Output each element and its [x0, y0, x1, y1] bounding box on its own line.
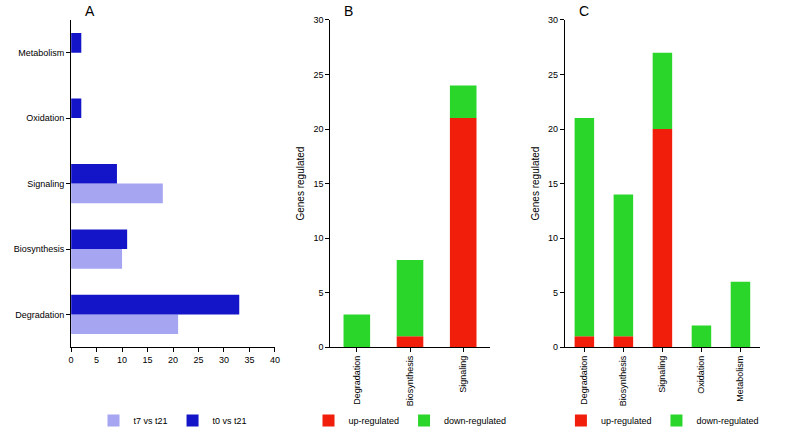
svg-text:Genes regulated: Genes regulated [295, 147, 306, 221]
svg-text:10: 10 [313, 233, 323, 243]
svg-text:A: A [85, 3, 95, 19]
svg-text:10: 10 [117, 355, 127, 365]
svg-text:Oxidation: Oxidation [26, 113, 64, 123]
svg-text:C: C [579, 3, 589, 19]
svg-text:30: 30 [313, 15, 323, 25]
svg-text:Degradation: Degradation [579, 356, 589, 405]
svg-text:25: 25 [548, 70, 558, 80]
svg-text:30: 30 [219, 355, 229, 365]
svg-text:30: 30 [548, 15, 558, 25]
svg-text:t0 vs t21: t0 vs t21 [213, 416, 247, 426]
svg-text:20: 20 [313, 124, 323, 134]
svg-text:15: 15 [548, 179, 558, 189]
svg-text:35: 35 [244, 355, 254, 365]
svg-text:Signaling: Signaling [657, 356, 667, 393]
svg-text:Genes regulated: Genes regulated [530, 147, 541, 221]
svg-text:down-regulated: down-regulated [444, 416, 506, 426]
svg-text:up-regulated: up-regulated [349, 416, 400, 426]
svg-text:5: 5 [318, 288, 323, 298]
svg-text:Biosynthesis: Biosynthesis [405, 355, 415, 406]
svg-text:Biosynthesis: Biosynthesis [618, 355, 628, 406]
svg-text:20: 20 [168, 355, 178, 365]
svg-text:5: 5 [94, 355, 99, 365]
svg-text:Degradation: Degradation [15, 310, 64, 320]
svg-text:Biosynthesis: Biosynthesis [14, 244, 65, 254]
svg-text:Metabolism: Metabolism [735, 356, 745, 402]
svg-text:down-regulated: down-regulated [696, 416, 758, 426]
svg-text:Signaling: Signaling [458, 356, 468, 393]
svg-text:15: 15 [313, 179, 323, 189]
svg-text:t7 vs t21: t7 vs t21 [134, 416, 168, 426]
svg-text:up-regulated: up-regulated [601, 416, 652, 426]
svg-text:20: 20 [548, 124, 558, 134]
svg-text:Degradation: Degradation [352, 356, 362, 405]
svg-text:5: 5 [553, 288, 558, 298]
svg-text:0: 0 [553, 342, 558, 352]
svg-text:25: 25 [313, 70, 323, 80]
svg-text:Signaling: Signaling [27, 179, 64, 189]
svg-text:15: 15 [143, 355, 153, 365]
svg-text:10: 10 [548, 233, 558, 243]
svg-text:0: 0 [318, 342, 323, 352]
svg-text:40: 40 [270, 355, 280, 365]
svg-text:B: B [344, 3, 353, 19]
svg-text:0: 0 [69, 355, 74, 365]
svg-text:25: 25 [193, 355, 203, 365]
svg-text:Oxidation: Oxidation [696, 356, 706, 394]
svg-text:Metabolism: Metabolism [18, 48, 64, 58]
